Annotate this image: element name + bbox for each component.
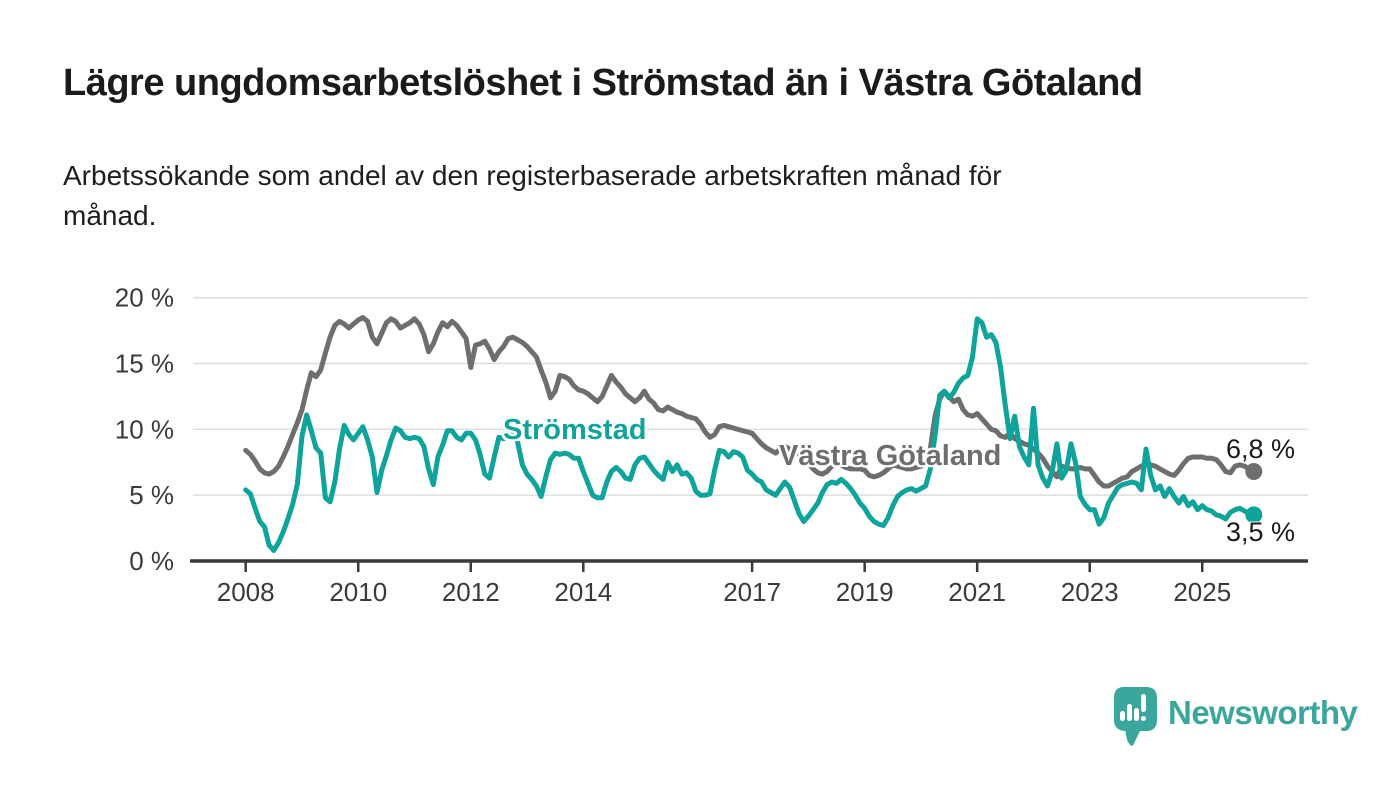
x-tick-label: 2017 [723, 577, 781, 607]
x-tick-label: 2021 [948, 577, 1006, 607]
y-tick-label: 20 % [115, 283, 174, 313]
series-line-str-mstad [243, 316, 1257, 553]
series-end-dot-str-mstad [1245, 506, 1263, 524]
end-value-label-vastra-gotaland: 6,8 % [1226, 434, 1296, 464]
chart-subtitle-line-1: Arbetssökande som andel av den registerb… [63, 160, 1002, 191]
y-tick-label: 5 % [129, 480, 174, 510]
chart-subtitle: Arbetssökande som andel av den registerb… [63, 156, 1002, 236]
x-tick-label: 2025 [1173, 577, 1231, 607]
newsworthy-logo: Newsworthy [1112, 686, 1358, 748]
series-line-v-stra-g-taland [243, 315, 1257, 489]
logo-exclamation-dot [1141, 716, 1146, 721]
x-tick-label: 2014 [554, 577, 612, 607]
logo-exclamation-bar [1141, 694, 1146, 712]
logo-bar-1 [1120, 711, 1125, 721]
x-tick-label: 2023 [1061, 577, 1119, 607]
newsworthy-logo-icon [1114, 687, 1157, 746]
series-label-vastra-gotaland: Västra Götaland [779, 440, 1002, 472]
x-tick-label: 2012 [442, 577, 500, 607]
y-tick-label: 0 % [129, 546, 174, 576]
x-tick-label: 2019 [836, 577, 894, 607]
chart-subtitle-line-2: månad. [63, 200, 157, 231]
logo-bar-2 [1127, 704, 1132, 721]
x-tick-label: 2008 [217, 577, 275, 607]
series-end-dot-v-stra-g-taland [1245, 463, 1263, 480]
page-title: Lägre ungdomsarbetslöshet i Strömstad än… [63, 62, 1143, 104]
newsworthy-logo-text: Newsworthy [1168, 694, 1358, 731]
end-value-label-stromstad: 3,5 % [1226, 517, 1296, 547]
logo-bar-3 [1134, 708, 1139, 721]
y-tick-label: 15 % [115, 349, 174, 379]
y-tick-label: 10 % [115, 414, 174, 444]
series-label-stromstad: Strömstad [503, 414, 647, 446]
x-tick-label: 2010 [329, 577, 387, 607]
